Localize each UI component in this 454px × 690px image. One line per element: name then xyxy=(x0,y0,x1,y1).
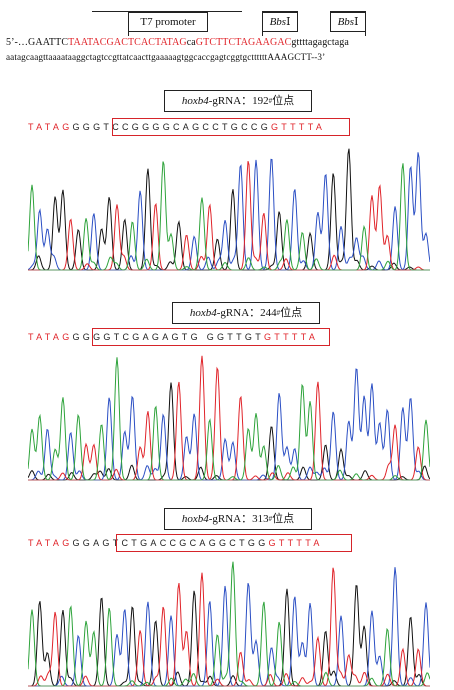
construct-header: T7 promoter Bbs Ⅰ Bbs Ⅰ 5’-…GAATTCTAATAC… xyxy=(0,0,454,72)
panel2-bases: TATAGGGGGTCGAGAGTG GGTTGTGTTTTA xyxy=(28,332,319,342)
panel3-target-box xyxy=(116,534,352,552)
bbs1-label-left: Bbs Ⅰ xyxy=(262,12,298,32)
bbs-rule-right xyxy=(330,11,366,12)
bbs1-label-right: Bbs Ⅰ xyxy=(330,12,366,32)
trace-C xyxy=(28,368,430,481)
panel3-title: hoxb4 -gRNA： 313 # 位点 xyxy=(164,508,312,530)
trace-G xyxy=(28,585,430,687)
panel1-bases: TATAGGGGTCCGGGGCAGCCTGCCGGTTTTA xyxy=(28,122,326,132)
panel1-target-box xyxy=(112,118,350,136)
panel2-title: hoxb4 -gRNA： 244 # 位点 xyxy=(172,302,320,324)
panel3-chromatogram xyxy=(28,561,430,687)
bbs-tick-right xyxy=(365,32,366,36)
t7-promoter-label: T7 promoter xyxy=(128,12,208,32)
panel2-target-box xyxy=(92,328,330,346)
bbs-rule-left xyxy=(262,11,298,12)
trace-C xyxy=(28,152,430,271)
trace-C xyxy=(28,567,430,687)
trace-A xyxy=(28,161,430,271)
sequence-line-2: aatagcaagttaaaataaggctagtccgttatcaacttga… xyxy=(6,52,326,62)
panel1-title: hoxb4 -gRNA： 192 # 位点 xyxy=(164,90,312,112)
panel1-chromatogram xyxy=(28,148,430,271)
t7-rule xyxy=(92,11,242,12)
sequence-line-1: 5’-…GAATTCTAATACGACTCACTATAGcaGTCTTCTAGA… xyxy=(6,37,349,48)
trace-G xyxy=(28,382,430,481)
bbs-tick-left xyxy=(262,32,263,36)
panel3-bases: TATAGGGAGTCTGACCGCAGGCTGGGTTTTA xyxy=(28,538,323,548)
panel2-chromatogram xyxy=(28,355,430,481)
t7-tick-left xyxy=(128,32,129,36)
